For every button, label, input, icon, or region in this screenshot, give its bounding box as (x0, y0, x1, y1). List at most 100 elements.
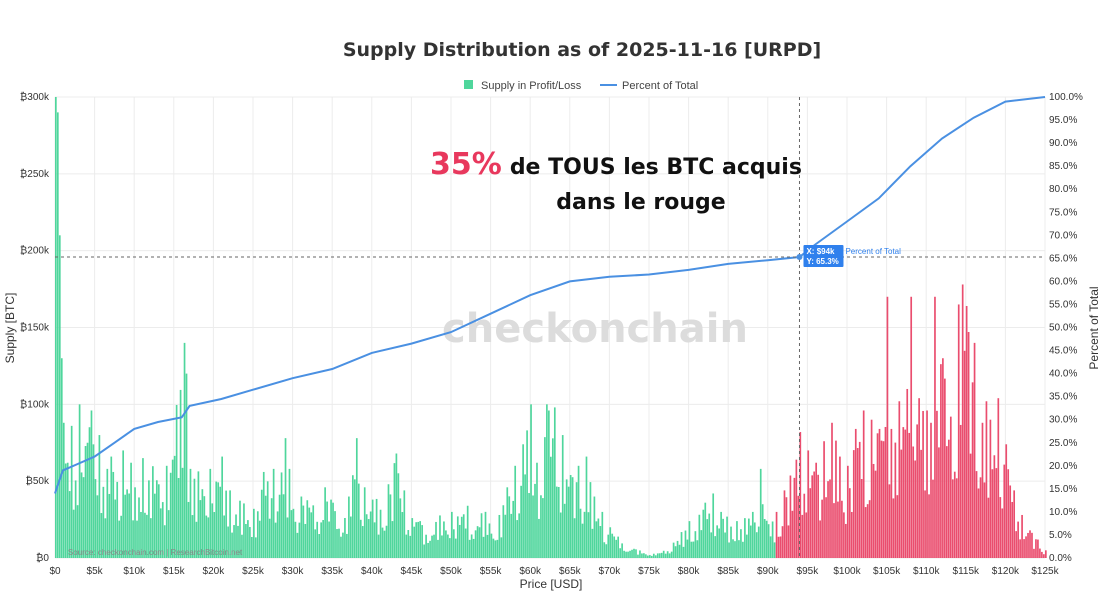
supply-bar (100, 513, 103, 558)
supply-bar (486, 534, 489, 558)
supply-bar (658, 553, 661, 558)
supply-bar (286, 517, 289, 558)
x-tick-label: $5k (87, 566, 104, 577)
supply-bar (795, 459, 798, 558)
supply-bar (280, 472, 283, 558)
supply-bar (585, 456, 588, 558)
supply-bar (405, 534, 408, 558)
supply-bar (641, 553, 643, 558)
x-tick-label: $55k (480, 566, 503, 577)
supply-bar (128, 493, 130, 558)
supply-bar (126, 489, 128, 558)
supply-bar (886, 296, 889, 558)
supply-bar (395, 453, 398, 558)
supply-bar (900, 449, 903, 558)
supply-bar (708, 513, 711, 558)
supply-bar (272, 468, 275, 558)
supply-bar (407, 530, 410, 558)
supply-bar (195, 521, 198, 558)
supply-bar (262, 471, 265, 558)
supply-bar (490, 533, 493, 558)
supply-bar (58, 235, 61, 559)
x-tick-label: $0 (49, 566, 61, 577)
supply-bar (629, 550, 631, 558)
supply-bar (910, 296, 913, 558)
annotation-line1-rest: de TOUS les BTC acquis (510, 155, 802, 180)
supply-bar (233, 525, 235, 558)
supply-bar (722, 518, 724, 558)
supply-bar (672, 542, 675, 558)
supply-bar (241, 534, 243, 558)
tooltip-box (803, 244, 844, 267)
supply-bar (225, 490, 227, 558)
y2-tick-label: 85.0% (1049, 161, 1077, 172)
legend-label-percent[interactable]: Percent of Total (622, 80, 698, 92)
supply-bar (821, 499, 823, 558)
supply-bar (385, 525, 388, 558)
y2-axis-title: Percent of Total (1087, 286, 1101, 369)
supply-bar (942, 358, 944, 558)
supply-bar (506, 487, 509, 558)
supply-bar (423, 544, 425, 558)
supply-bar (169, 472, 172, 558)
supply-bar (508, 496, 511, 558)
supply-bar (528, 493, 530, 558)
tooltip-y: Y: 65.3% (806, 257, 838, 266)
tooltip-series-label: Percent of Total (845, 247, 901, 256)
supply-bar (666, 551, 669, 558)
supply-bar (894, 442, 897, 558)
supply-bar (682, 546, 685, 558)
legend[interactable]: Supply in Profit/Loss Percent of Total (464, 80, 698, 92)
supply-bar (476, 526, 479, 558)
supply-bar (472, 538, 475, 558)
watermark: checkonchain (442, 306, 748, 352)
supply-bar (282, 494, 285, 558)
supply-bar (217, 482, 220, 558)
supply-bar (435, 521, 437, 558)
supply-bar (645, 554, 647, 558)
supply-bar (785, 497, 788, 558)
supply-bar (755, 532, 758, 558)
legend-label-supply[interactable]: Supply in Profit/Loss (481, 80, 582, 92)
supply-bar (878, 428, 881, 558)
supply-bar (294, 521, 297, 558)
supply-bar (858, 441, 861, 558)
supply-bar (391, 521, 394, 558)
supply-bar (421, 525, 423, 558)
supply-bar (470, 534, 473, 558)
supply-bar (724, 532, 726, 558)
supply-bar (363, 487, 366, 558)
supply-bar (197, 471, 200, 558)
supply-bar (183, 342, 186, 558)
supply-bar (185, 373, 188, 558)
supply-bar (359, 519, 362, 558)
x-tick-label: $65k (559, 566, 582, 577)
supply-bar (938, 447, 940, 558)
supply-bar (995, 468, 998, 558)
y2-tick-label: 5.0% (1049, 530, 1072, 541)
supply-bar (98, 435, 101, 558)
supply-bar (64, 463, 67, 558)
supply-bar (456, 516, 459, 558)
supply-bar (227, 526, 229, 558)
supply-bar (916, 424, 918, 558)
supply-bar (999, 497, 1002, 558)
supply-bar (66, 462, 69, 558)
supply-bar (284, 438, 287, 558)
supply-bar (781, 526, 784, 558)
supply-bar (692, 541, 695, 558)
supply-bar (603, 542, 606, 558)
y2-tick-label: 100.0% (1049, 92, 1083, 103)
x-tick-label: $85k (717, 566, 740, 577)
supply-bar (371, 499, 374, 558)
supply-bar (179, 389, 182, 558)
supply-bar (759, 468, 762, 558)
supply-bar (258, 520, 261, 558)
supply-bar (777, 536, 780, 558)
supply-bar (882, 441, 885, 558)
x-tick-label: $50k (440, 566, 463, 577)
supply-bar (1005, 444, 1008, 558)
supply-bar (122, 450, 125, 558)
y2-tick-label: 75.0% (1049, 207, 1077, 218)
supply-bar (1041, 551, 1043, 558)
